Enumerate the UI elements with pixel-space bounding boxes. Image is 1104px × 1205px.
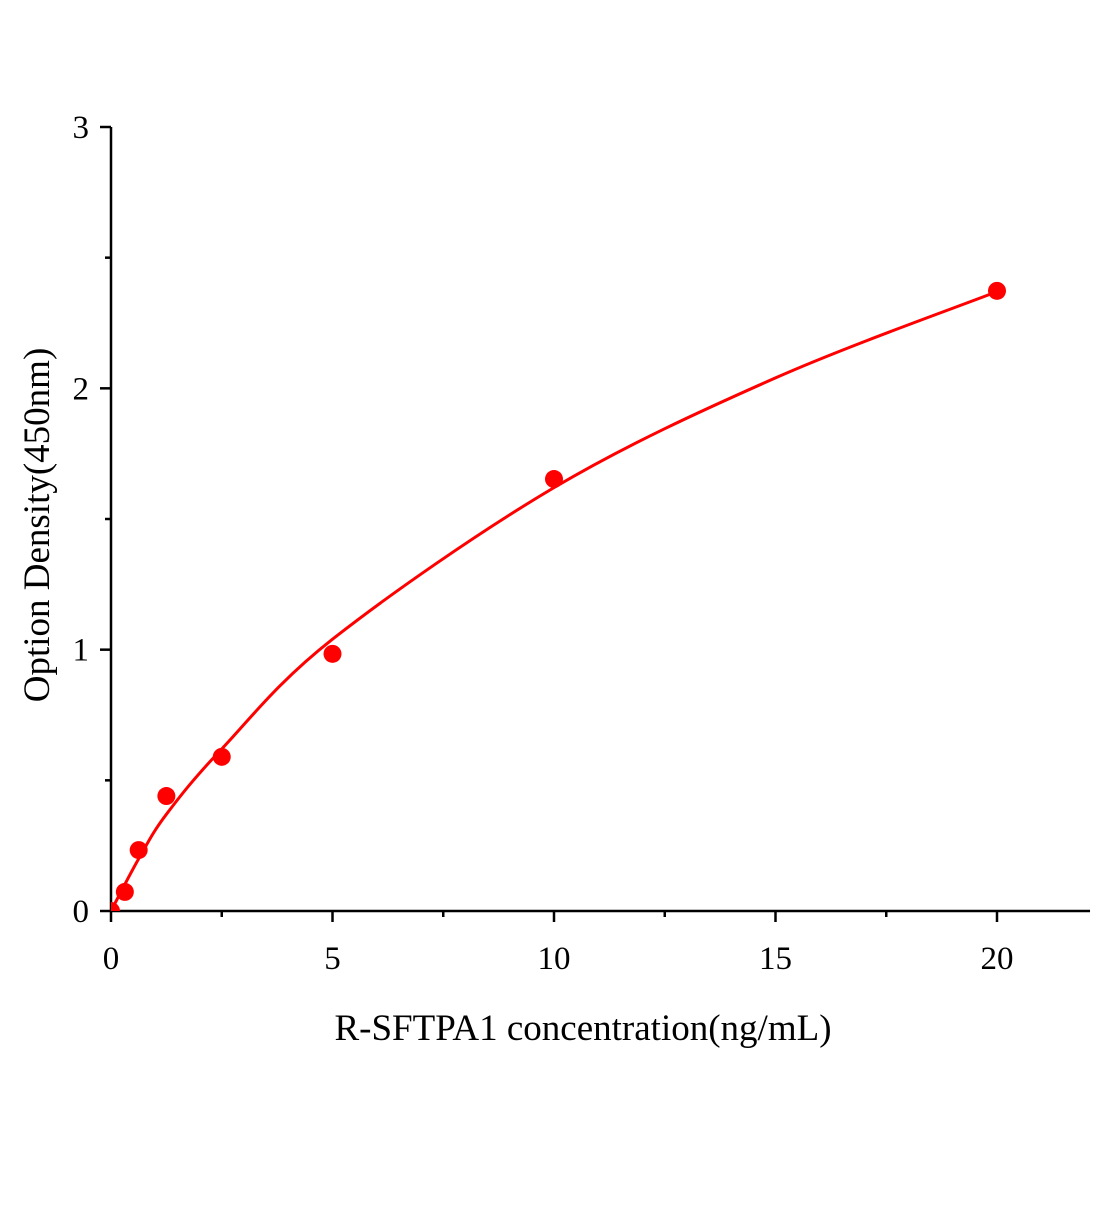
y-tick-label: 1 [73,633,90,669]
x-tick-label: 0 [103,941,120,977]
data-point [988,281,1006,300]
fit-curve [111,290,998,911]
y-tick-label: 2 [73,371,90,407]
data-point [111,902,120,911]
x-tick-label: 5 [324,941,341,977]
data-point [545,470,563,489]
y-axis-label: Option Density(450nm) [17,348,58,703]
data-point [323,644,342,663]
data-point [115,882,134,901]
x-tick-label: 20 [981,941,1014,977]
y-tick-label: 3 [73,110,90,146]
y-tick-label: 0 [73,894,90,930]
data-point [212,747,231,766]
x-tick-label: 10 [538,941,571,977]
data-point [129,841,148,860]
data-point [157,787,176,806]
x-tick-label: 15 [759,941,792,977]
x-axis-label: R-SFTPA1 concentration(ng/mL) [334,1008,831,1049]
